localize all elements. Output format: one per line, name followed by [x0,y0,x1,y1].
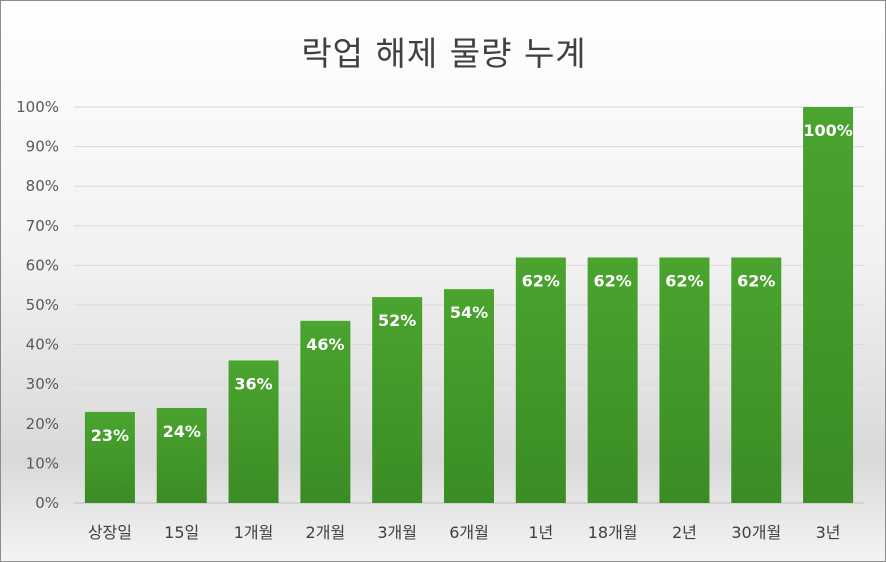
bar [444,289,494,503]
y-tick-label: 70% [26,217,59,235]
bar-value-label: 23% [91,426,129,445]
bar [731,257,782,503]
category-label: 1년 [528,523,553,542]
bar [587,257,638,503]
bar-value-label: 54% [450,303,488,322]
bar-value-label: 100% [803,121,852,140]
x-axis-category-labels: 상장일 15일 1개월 2개월 3개월 6개월 1년 18개월 2년 30개월 3년 [88,523,841,542]
y-tick-label: 50% [26,296,59,314]
bar [300,320,351,503]
category-label: 3년 [816,523,841,542]
category-label: 15일 [164,523,199,542]
bar [515,257,566,503]
y-tick-label: 90% [26,138,59,156]
y-tick-label: 60% [26,256,59,274]
category-label: 3개월 [377,523,417,542]
y-tick-label: 30% [26,375,59,393]
bar [659,257,710,503]
data-labels: 23% 24% 36% 46% 52% 54% 62% 62% 62% 62% 100% [91,121,853,445]
category-label: 18개월 [588,523,638,542]
y-tick-label: 80% [26,177,59,195]
category-label: 30개월 [731,523,781,542]
y-tick-label: 40% [26,336,59,354]
bar [372,297,423,503]
category-label: 2년 [672,523,697,542]
bar-value-label: 36% [234,374,272,393]
bars [84,107,854,503]
bar-value-label: 62% [593,271,631,290]
bar [156,407,207,503]
category-label: 상장일 [88,523,132,542]
bar-value-label: 46% [306,335,344,354]
y-tick-label: 20% [26,415,59,433]
category-label: 6개월 [449,523,489,542]
chart-title: 락업 해제 물량 누계 [301,34,587,73]
bar [803,107,854,503]
bar-value-label: 52% [378,311,416,330]
bar [228,360,279,503]
bar-value-label: 62% [522,271,560,290]
bar-value-label: 24% [163,422,201,441]
category-label: 2개월 [306,523,346,542]
bar [84,411,135,503]
y-axis-tick-labels: 0% 10% 20% 30% 40% 50% 60% 70% 80% 90% 100% [16,98,59,512]
bar-value-label: 62% [737,271,775,290]
y-tick-label: 100% [16,98,59,116]
category-label: 1개월 [234,523,274,542]
bar-value-label: 62% [665,271,703,290]
y-tick-label: 10% [26,454,59,472]
y-tick-label: 0% [35,494,59,512]
